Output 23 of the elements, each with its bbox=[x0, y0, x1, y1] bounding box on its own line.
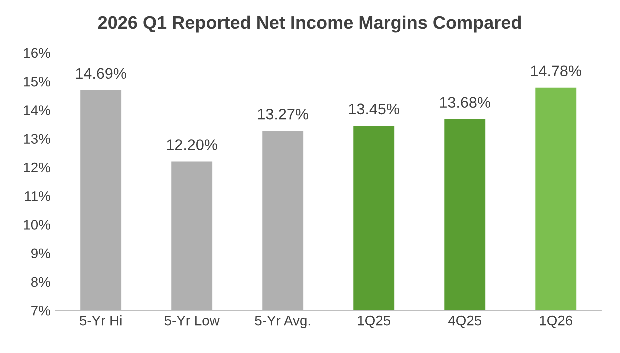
y-tick-label: 12% bbox=[24, 162, 50, 173]
x-tick-label: 1Q26 bbox=[540, 316, 572, 328]
y-tick-label: 10% bbox=[24, 220, 50, 230]
y-tick-label: 8% bbox=[31, 277, 50, 288]
data-label: 12.20% bbox=[167, 140, 218, 150]
x-tick-label: 5-Yr Low bbox=[164, 316, 220, 326]
x-tick-label: 1Q25 bbox=[358, 316, 391, 328]
y-tick-label: 16% bbox=[24, 48, 50, 58]
y-tick-label: 14% bbox=[24, 106, 50, 116]
data-label: 14.78% bbox=[531, 66, 582, 77]
data-label: 14.69% bbox=[76, 68, 126, 80]
y-tick-label: 11% bbox=[25, 192, 50, 202]
y-tick-label: 9% bbox=[32, 248, 50, 259]
x-tick-label: 4Q25 bbox=[448, 316, 482, 328]
y-tick-label: 7% bbox=[32, 306, 50, 316]
x-tick-label: 5-Yr Avg. bbox=[255, 316, 310, 328]
data-label: 13.27% bbox=[258, 108, 308, 120]
data-label: 13.45% bbox=[349, 104, 400, 115]
chart-title: 2026 Q1 Reported Net Income Margins Compared bbox=[98, 16, 522, 33]
y-tick-label: 15% bbox=[24, 76, 50, 87]
y-tick-label: 13% bbox=[24, 134, 50, 144]
data-label: 13.68% bbox=[440, 97, 490, 108]
x-tick-label: 5-Yr Hi bbox=[80, 316, 122, 326]
